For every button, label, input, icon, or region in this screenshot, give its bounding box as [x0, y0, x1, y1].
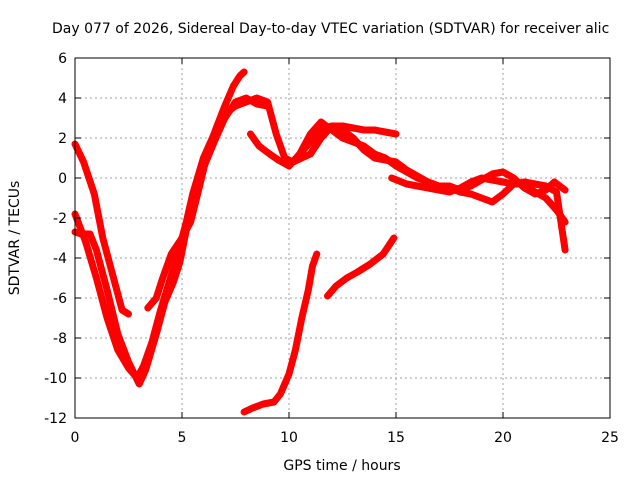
- x-axis-label: GPS time / hours: [283, 458, 400, 474]
- grid: [75, 58, 610, 418]
- x-tick-label: 15: [387, 430, 405, 446]
- y-tick-label: -10: [44, 371, 67, 387]
- x-tick-label: 25: [601, 430, 619, 446]
- y-axis-label: SDTVAR / TECUs: [7, 181, 23, 296]
- y-tick-label: -2: [53, 211, 67, 227]
- series-track-9: [324, 234, 398, 300]
- x-tick-label: 5: [178, 430, 187, 446]
- series-track-7: [388, 174, 569, 226]
- x-tick-label: 10: [280, 430, 298, 446]
- y-tick-label: 4: [58, 91, 67, 107]
- axis-ticks: 0 5 10 15 20 25 -12 -10 -8 -6 -4 -2 0 2 4 6: [44, 51, 619, 446]
- y-tick-label: -6: [53, 291, 67, 307]
- y-tick-label: -4: [53, 251, 67, 267]
- series-track-1: [71, 140, 132, 318]
- series-track-4: [144, 68, 248, 312]
- y-tick-label: 6: [58, 51, 67, 67]
- series-track-8: [240, 250, 321, 416]
- chart-title: Day 077 of 2026, Sidereal Day-to-day VTE…: [52, 21, 609, 37]
- x-tick-label: 20: [494, 430, 512, 446]
- plot-frame: [74, 57, 611, 419]
- x-tick-label: 0: [71, 430, 80, 446]
- y-tick-label: 2: [58, 131, 67, 147]
- y-tick-label: -8: [53, 331, 67, 347]
- data-series: [71, 68, 569, 416]
- y-tick-label: 0: [58, 171, 67, 187]
- y-tick-label: -12: [44, 411, 67, 427]
